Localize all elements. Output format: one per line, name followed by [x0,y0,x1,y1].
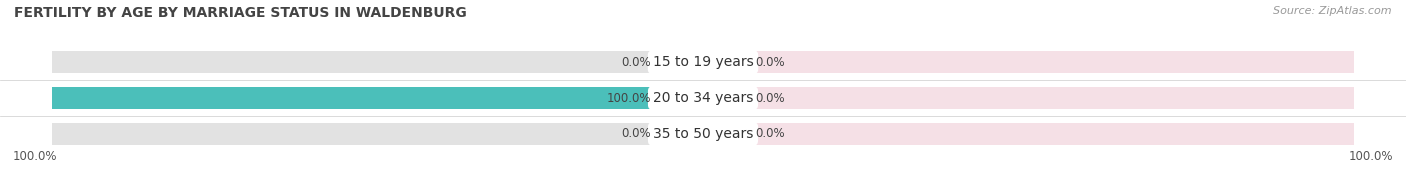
Bar [703,123,1354,145]
Text: 15 to 19 years: 15 to 19 years [652,55,754,69]
Bar [52,87,703,109]
Bar [671,123,703,145]
Text: 0.0%: 0.0% [755,92,785,104]
Bar [671,51,703,73]
Bar [703,87,735,109]
Text: 0.0%: 0.0% [755,56,785,69]
Text: 100.0%: 100.0% [1348,150,1393,162]
Text: 0.0%: 0.0% [621,56,651,69]
Bar [703,123,735,145]
Bar [52,51,703,73]
Bar [703,87,1354,109]
Text: 20 to 34 years: 20 to 34 years [652,91,754,105]
Text: 100.0%: 100.0% [13,150,58,162]
Bar [703,51,735,73]
Text: 35 to 50 years: 35 to 50 years [652,127,754,141]
Bar [52,123,703,145]
Bar [52,87,703,109]
Bar [703,51,1354,73]
Text: 0.0%: 0.0% [621,127,651,140]
Text: FERTILITY BY AGE BY MARRIAGE STATUS IN WALDENBURG: FERTILITY BY AGE BY MARRIAGE STATUS IN W… [14,6,467,20]
Text: 0.0%: 0.0% [755,127,785,140]
Text: 100.0%: 100.0% [606,92,651,104]
Text: Source: ZipAtlas.com: Source: ZipAtlas.com [1274,6,1392,16]
